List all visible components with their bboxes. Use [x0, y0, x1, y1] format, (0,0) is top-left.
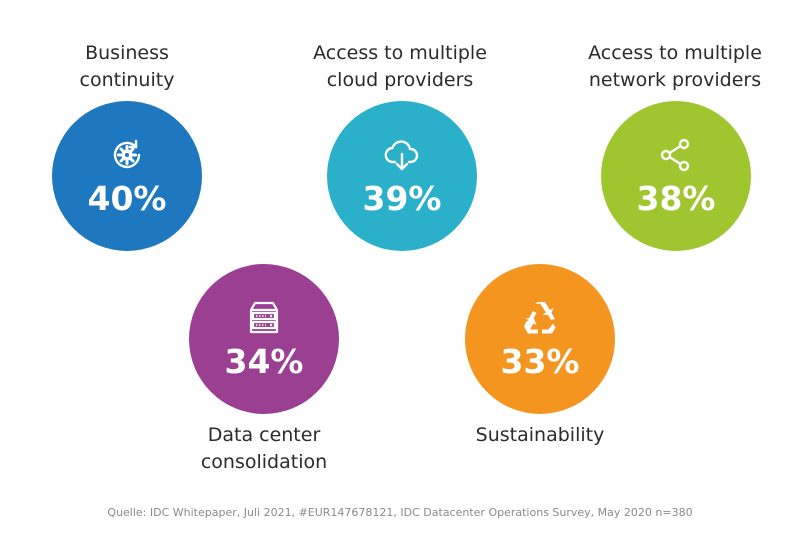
value-cloud-providers: 39%	[362, 179, 442, 218]
label-line: network providers	[588, 69, 762, 91]
label-line: continuity	[79, 69, 175, 91]
label-cloud-providers: Access to multiple cloud providers	[270, 40, 530, 94]
value-data-center-consolidation: 34%	[224, 342, 304, 381]
label-line: Sustainability	[475, 424, 605, 446]
circle-network-providers: 38%	[601, 101, 751, 251]
circle-sustainability: 33%	[465, 264, 615, 414]
server-rack-icon	[244, 298, 284, 338]
gear-refresh-icon	[107, 135, 147, 175]
circle-cloud-providers: 39%	[327, 101, 477, 251]
share-network-icon	[656, 135, 696, 175]
label-line: Data center	[207, 424, 321, 446]
circle-data-center-consolidation: 34%	[189, 264, 339, 414]
label-network-providers: Access to multiple network providers	[545, 40, 800, 94]
value-sustainability: 33%	[500, 342, 580, 381]
label-line: Access to multiple	[588, 42, 762, 64]
value-business-continuity: 40%	[87, 179, 167, 218]
recycle-icon	[520, 298, 560, 338]
cloud-download-icon	[382, 135, 422, 175]
label-line: Access to multiple	[313, 42, 487, 64]
label-business-continuity: Business continuity	[0, 40, 257, 94]
label-data-center-consolidation: Data center consolidation	[134, 422, 394, 476]
label-line: cloud providers	[326, 69, 474, 91]
label-line: consolidation	[200, 451, 328, 473]
label-sustainability: Sustainability	[410, 422, 670, 449]
circle-business-continuity: 40%	[52, 101, 202, 251]
source-caption: Quelle: IDC Whitepaper, Juli 2021, #EUR1…	[107, 506, 693, 519]
label-line: Business	[85, 42, 169, 64]
value-network-providers: 38%	[636, 179, 716, 218]
